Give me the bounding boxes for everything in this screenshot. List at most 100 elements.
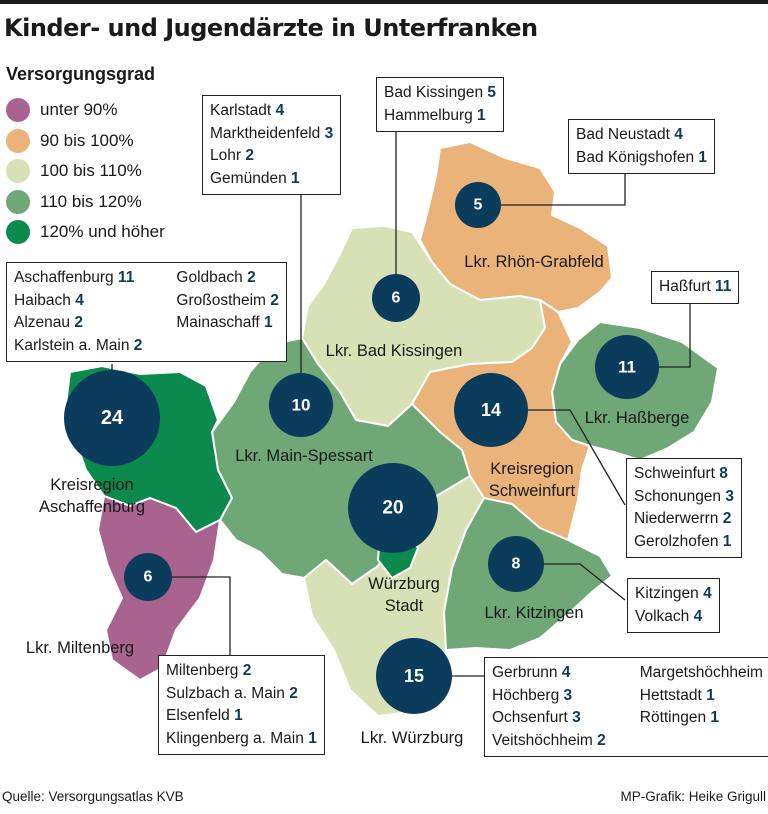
town-count: 3 bbox=[725, 487, 734, 505]
circle-kitzingen[interactable] bbox=[488, 536, 544, 592]
town-count: 11 bbox=[118, 269, 135, 286]
count-main-spessart: 10 bbox=[292, 396, 311, 415]
credit-note: MP-Grafik: Heike Grigull bbox=[620, 789, 766, 804]
town-count: 2 bbox=[247, 269, 256, 286]
count-hassberge: 11 bbox=[618, 358, 636, 377]
town-count: 1 bbox=[706, 686, 715, 704]
legend-item: 100 bis 110% bbox=[6, 156, 165, 187]
town-row: Bad Kissingen 5 bbox=[384, 82, 496, 105]
label-miltenberg: Lkr. Miltenberg bbox=[26, 639, 134, 657]
town-row: Bad Neustadt 4 bbox=[576, 124, 707, 147]
town-name: Bad Neustadt bbox=[576, 126, 670, 143]
circle-rhoen-grabfeld[interactable] bbox=[455, 182, 501, 228]
town-name: Gemünden bbox=[210, 169, 287, 187]
count-wuerzburg-stadt: 20 bbox=[382, 498, 403, 519]
legend-item: 120% und höher bbox=[6, 217, 165, 248]
town-row: Veitshöchheim 2 bbox=[492, 730, 606, 753]
town-count: 1 bbox=[477, 106, 486, 124]
town-name: Volkach bbox=[635, 607, 690, 625]
town-name: Höchberg bbox=[492, 686, 560, 704]
legend-swatch bbox=[6, 189, 30, 214]
label-wuerzburg-stadt-1: Würzburg bbox=[368, 575, 440, 593]
circle-miltenberg[interactable] bbox=[124, 553, 172, 601]
town-row: Marktheidenfeld 3 bbox=[210, 123, 333, 146]
town-row: Gemünden 1 bbox=[210, 168, 333, 191]
infobox-rhoen-grabfeld: Bad Neustadt 4 Bad Königshofen 1 bbox=[568, 119, 716, 174]
infobox-schweinfurt: Schweinfurt 8 Schonungen 3 Niederwerrn 2… bbox=[626, 458, 742, 558]
town-name: Niederwerrn bbox=[634, 510, 719, 527]
label-rhoen-grabfeld: Lkr. Rhön-Grabfeld bbox=[464, 253, 603, 271]
town-count: 1 bbox=[234, 707, 243, 724]
town-row: Hettstadt 1 bbox=[640, 685, 768, 708]
town-row: Schweinfurt 8 bbox=[634, 463, 734, 486]
town-name: Schweinfurt bbox=[634, 465, 715, 482]
town-name: Klingenberg a. Main bbox=[166, 729, 304, 747]
infobox-column: Goldbach 2 Großostheim 2 Mainaschaff 1 bbox=[176, 267, 279, 357]
town-count: 4 bbox=[75, 291, 84, 309]
town-name: Marktheidenfeld bbox=[210, 124, 321, 142]
label-kitzingen: Lkr. Kitzingen bbox=[484, 604, 583, 622]
label-wuerzburg-stadt-2: Stadt bbox=[385, 597, 424, 615]
town-row: Volkach 4 bbox=[635, 606, 712, 629]
town-name: Goldbach bbox=[176, 269, 243, 286]
town-name: Schonungen bbox=[634, 487, 722, 505]
town-name: Karlstein a. Main bbox=[14, 336, 130, 354]
town-name: Margetshöchheim bbox=[639, 664, 763, 681]
circle-wuerzburg-stadt[interactable] bbox=[348, 463, 438, 553]
circle-main-spessart[interactable] bbox=[269, 373, 333, 437]
town-row: Elsenfeld 1 bbox=[166, 705, 317, 728]
town-count: 1 bbox=[698, 148, 708, 166]
town-row: Röttingen 1 bbox=[640, 707, 768, 730]
town-row: Niederwerrn 2 bbox=[634, 508, 734, 531]
circle-wuerzburg[interactable] bbox=[376, 638, 452, 714]
town-count: 1 bbox=[264, 314, 273, 331]
town-row: Klingenberg a. Main 1 bbox=[166, 728, 317, 751]
town-name: Hettstadt bbox=[639, 686, 702, 704]
town-count: 2 bbox=[133, 336, 143, 354]
legend-title: Versorgungsgrad bbox=[6, 64, 156, 84]
town-name: Bad Königshofen bbox=[576, 148, 695, 166]
infobox-aschaffenburg: Aschaffenburg 11 Haibach 4 Alzenau 2 Kar… bbox=[6, 262, 287, 362]
town-row: Gerbrunn 4 bbox=[492, 662, 606, 685]
town-row: Schonungen 3 bbox=[634, 486, 734, 509]
town-count: 11 bbox=[715, 278, 732, 295]
count-kitzingen: 8 bbox=[512, 556, 521, 573]
town-count: 2 bbox=[74, 314, 83, 331]
circle-hassberge[interactable] bbox=[595, 335, 659, 399]
town-name: Alzenau bbox=[14, 314, 71, 331]
town-count: 4 bbox=[561, 664, 571, 681]
count-rhoen-grabfeld: 5 bbox=[474, 197, 483, 214]
town-row: Miltenberg 2 bbox=[166, 660, 317, 683]
town-count: 4 bbox=[275, 102, 285, 119]
circle-bad-kissingen[interactable] bbox=[372, 274, 420, 322]
town-count: 5 bbox=[487, 84, 497, 101]
infobox-miltenberg: Miltenberg 2 Sulzbach a. Main 2 Elsenfel… bbox=[158, 655, 325, 755]
infobox-column: Margetshöchheim 1 Hettstadt 1 Röttingen … bbox=[640, 662, 768, 752]
town-row: Bad Königshofen 1 bbox=[576, 147, 707, 170]
town-name: Haibach bbox=[14, 291, 71, 309]
count-circles bbox=[64, 182, 659, 714]
town-name: Bad Kissingen bbox=[384, 84, 484, 101]
page-title: Kinder- und Jugendärzte in Unterfranken bbox=[4, 14, 538, 42]
town-name: Gerbrunn bbox=[492, 664, 558, 681]
label-main-spessart: Lkr. Main-Spessart bbox=[235, 447, 373, 465]
town-name: Ochsenfurt bbox=[492, 709, 568, 726]
legend-label: 120% und höher bbox=[40, 222, 165, 242]
count-aschaffenburg: 24 bbox=[101, 407, 124, 429]
town-row: Haßfurt 11 bbox=[659, 276, 731, 299]
infobox-bad-kissingen: Bad Kissingen 5 Hammelburg 1 bbox=[376, 77, 505, 132]
legend-swatch bbox=[6, 220, 30, 245]
town-count: 2 bbox=[245, 147, 254, 164]
town-name: Kitzingen bbox=[635, 585, 699, 602]
town-name: Mainaschaff bbox=[176, 314, 260, 331]
circle-aschaffenburg[interactable] bbox=[64, 370, 160, 466]
town-count: 2 bbox=[289, 684, 298, 702]
label-hassberge: Lkr. Haßberge bbox=[585, 409, 690, 427]
town-name: Karlstadt bbox=[210, 102, 272, 119]
count-wuerzburg: 15 bbox=[404, 666, 424, 686]
legend-swatch bbox=[6, 128, 30, 153]
town-name: Haßfurt bbox=[659, 278, 711, 295]
circle-schweinfurt[interactable] bbox=[454, 373, 528, 447]
town-count: 8 bbox=[719, 465, 728, 482]
legend-label: 110 bis 120% bbox=[40, 191, 142, 211]
